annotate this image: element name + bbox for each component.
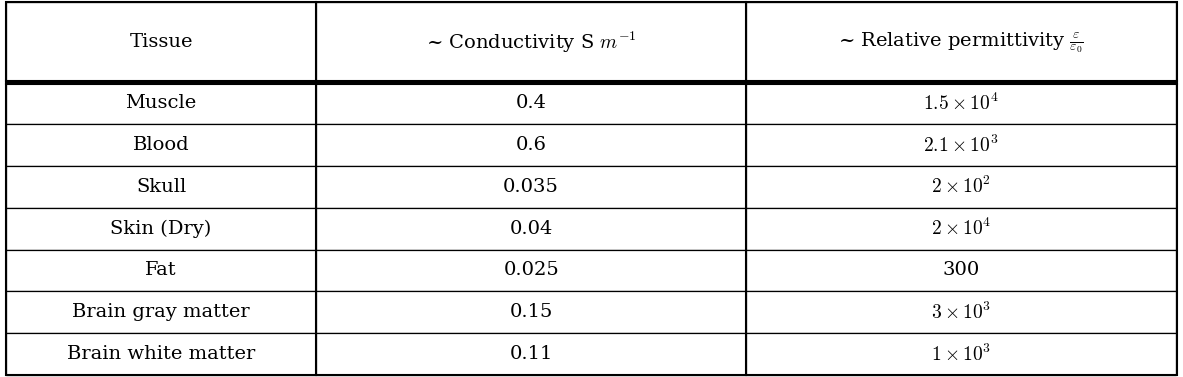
Bar: [746, 2, 1176, 82]
Bar: [316, 291, 746, 333]
Text: Muscle: Muscle: [125, 94, 196, 112]
Text: Skin (Dry): Skin (Dry): [110, 219, 212, 238]
Bar: [316, 124, 746, 166]
Text: $1.5 \times 10^{4}$: $1.5 \times 10^{4}$: [923, 92, 998, 114]
Bar: [316, 333, 746, 375]
Bar: [6, 2, 316, 82]
Bar: [6, 291, 316, 333]
Bar: [746, 208, 1176, 250]
Text: 0.11: 0.11: [510, 345, 552, 363]
Bar: [316, 208, 746, 250]
Text: 0.025: 0.025: [503, 262, 560, 279]
Bar: [746, 291, 1176, 333]
Bar: [746, 82, 1176, 124]
Text: 0.6: 0.6: [516, 136, 547, 154]
Text: $2 \times 10^{2}$: $2 \times 10^{2}$: [931, 176, 991, 198]
Bar: [316, 166, 746, 208]
Text: Tissue: Tissue: [129, 33, 193, 51]
Text: 0.4: 0.4: [516, 94, 547, 112]
Bar: [6, 166, 316, 208]
Text: Skull: Skull: [136, 178, 186, 196]
Bar: [746, 333, 1176, 375]
Bar: [316, 2, 746, 82]
Text: 0.15: 0.15: [510, 303, 552, 321]
Bar: [6, 333, 316, 375]
Text: Brain white matter: Brain white matter: [67, 345, 256, 363]
Bar: [316, 82, 746, 124]
Text: $3 \times 10^{3}$: $3 \times 10^{3}$: [931, 302, 991, 323]
Text: $2.1 \times 10^{3}$: $2.1 \times 10^{3}$: [924, 134, 998, 156]
Text: 300: 300: [943, 262, 980, 279]
Bar: [746, 124, 1176, 166]
Bar: [746, 250, 1176, 291]
Text: ~ Relative permittivity $\frac{\varepsilon}{\varepsilon_0}$: ~ Relative permittivity $\frac{\varepsil…: [838, 29, 1084, 55]
Text: Blood: Blood: [132, 136, 189, 154]
Text: $1 \times 10^{3}$: $1 \times 10^{3}$: [931, 343, 991, 365]
Text: ~ Conductivity S $m^{-1}$: ~ Conductivity S $m^{-1}$: [426, 29, 636, 55]
Bar: [6, 124, 316, 166]
Bar: [6, 208, 316, 250]
Text: Brain gray matter: Brain gray matter: [72, 303, 250, 321]
Bar: [6, 250, 316, 291]
Text: 0.04: 0.04: [510, 220, 552, 238]
Text: Fat: Fat: [146, 262, 177, 279]
Text: $2 \times 10^{4}$: $2 \times 10^{4}$: [931, 218, 991, 239]
Bar: [6, 82, 316, 124]
Text: 0.035: 0.035: [503, 178, 560, 196]
Bar: [316, 250, 746, 291]
Bar: [746, 166, 1176, 208]
